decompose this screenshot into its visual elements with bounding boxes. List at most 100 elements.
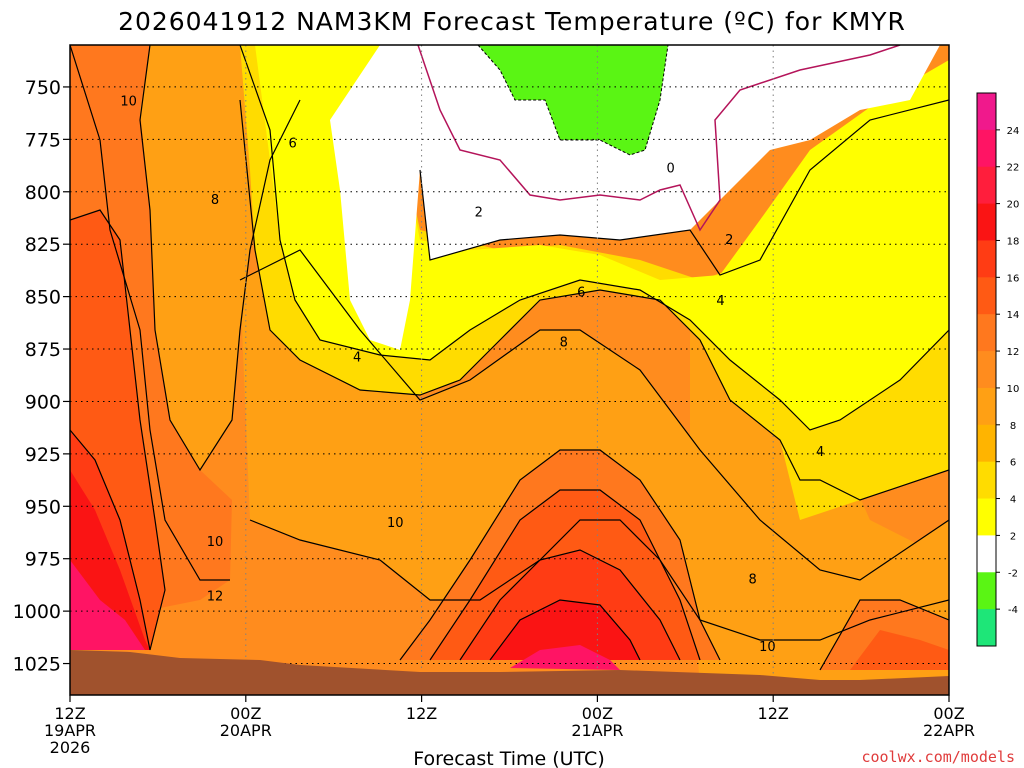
colorbar-label: 4 [1010, 495, 1016, 506]
colorbar-label: 10 [1007, 384, 1020, 395]
colorbar-label: 2 [1010, 531, 1016, 542]
colorbar-label: 6 [1010, 458, 1016, 469]
contour-label: 8 [749, 573, 757, 588]
plot-area [70, 45, 949, 695]
contour-line [419, 99, 949, 276]
y-tick-label: 1025 [13, 654, 61, 676]
contour-line [70, 429, 151, 651]
colorbar-band [977, 203, 996, 241]
contour-line [70, 45, 230, 581]
y-tick-label: 950 [25, 496, 61, 518]
colorbar-label: 14 [1007, 310, 1020, 321]
contour-label: 10 [120, 95, 137, 110]
colorbar-label: 16 [1007, 273, 1020, 284]
colorbar-band [977, 424, 996, 463]
y-tick-label: 750 [25, 77, 61, 99]
y-tick-label: 800 [25, 182, 61, 204]
colorbar-label: 8 [1010, 421, 1016, 432]
contour-line [399, 449, 721, 661]
contour-label: 6 [577, 285, 585, 300]
colorbar-band [977, 277, 996, 315]
colorbar-band [977, 351, 996, 389]
colorbar-frame [976, 92, 997, 647]
contour-label: 4 [716, 294, 724, 309]
colorbar-band [977, 387, 996, 426]
colorbar-band [977, 93, 996, 131]
y-tick-label: 875 [25, 339, 61, 361]
chart-title: 2026041912 NAM3KM Forecast Temperature (… [118, 7, 906, 36]
contour-label: 10 [387, 516, 404, 531]
contour-line [459, 549, 681, 661]
fill-yellow-2-4 [255, 45, 949, 430]
contour-line [239, 99, 949, 501]
x-tick-label: 00Z [933, 704, 964, 723]
y-tick-label: 1000 [13, 601, 61, 623]
y-axis: 750 775 800 825 850 875 900 925 950 975 1000 1025 [13, 77, 70, 676]
x-tick-label: 20APR [220, 721, 272, 740]
x-tick-label: 00Z [582, 704, 613, 723]
zero-contour-line [417, 45, 901, 232]
contour-line [239, 249, 949, 581]
colorbar-label: -4 [1008, 605, 1018, 616]
colorbar: 24 22 20 18 16 14 12 10 8 6 4 2 -2 -4 [976, 92, 1020, 647]
colorbar-band [977, 461, 996, 500]
colorbar-band [977, 314, 996, 352]
colorbar-label: -2 [1008, 568, 1018, 579]
credit-text: coolwx.com/models [861, 748, 1015, 766]
colorbar-label: 18 [1007, 236, 1020, 247]
contour-label: 2 [475, 206, 483, 221]
contour-line [239, 45, 949, 431]
colorbar-label: 20 [1007, 200, 1020, 211]
x-tick-label: 2026 [50, 738, 91, 757]
contour-line [139, 45, 301, 472]
contour-line [489, 599, 641, 661]
y-tick-label: 775 [25, 129, 61, 151]
contour-label: 8 [211, 193, 219, 208]
x-tick-label: 22APR [923, 721, 975, 740]
x-tick-label: 12Z [758, 704, 789, 723]
colorbar-band [977, 572, 996, 610]
contour-label: 12 [207, 589, 224, 604]
fill-white-0-2 [330, 45, 940, 350]
x-tick-label: 19APR [44, 721, 96, 740]
y-tick-label: 925 [25, 444, 61, 466]
fill-green-neg [478, 45, 668, 155]
colorbar-band [977, 609, 996, 647]
fill-right-14 [850, 630, 949, 670]
contour-label: 6 [289, 137, 297, 152]
x-tick-label: 12Z [406, 704, 437, 723]
fill-warm-core-18 [490, 600, 640, 660]
colorbar-band [977, 166, 996, 205]
green-region-outline [477, 45, 669, 156]
colorbar-band [977, 535, 996, 573]
contour-line [819, 599, 949, 671]
colorbar-band [977, 240, 996, 278]
x-tick-label: 12Z [54, 704, 85, 723]
x-axis-label: Forecast Time (UTC) [413, 748, 604, 768]
contour-lines [70, 45, 949, 671]
contour-label: 4 [353, 350, 361, 365]
ground-surface [70, 650, 949, 695]
y-tick-label: 825 [25, 234, 61, 256]
contour-line [249, 519, 949, 641]
contour-line [70, 209, 166, 651]
x-tick-label: 21APR [571, 721, 623, 740]
contour-label: 10 [207, 535, 224, 550]
contour-label: 2 [725, 233, 733, 248]
contour-label-group: 10 6 8 2 0 2 6 4 8 4 4 10 10 8 12 10 [120, 95, 824, 655]
contour-label: 0 [667, 162, 675, 177]
plot-frame [69, 44, 950, 696]
colorbar-label: 12 [1007, 347, 1020, 358]
colorbar-band [977, 129, 996, 168]
colorbar-label: 22 [1007, 163, 1020, 174]
grid-lines [70, 45, 949, 695]
y-tick-label: 975 [25, 549, 61, 571]
y-tick-label: 850 [25, 287, 61, 309]
colorbar-label: 24 [1007, 126, 1020, 137]
y-tick-label: 900 [25, 391, 61, 413]
fill-22-left [70, 560, 145, 650]
contour-label: 4 [816, 445, 824, 460]
colorbar-band [977, 498, 996, 536]
